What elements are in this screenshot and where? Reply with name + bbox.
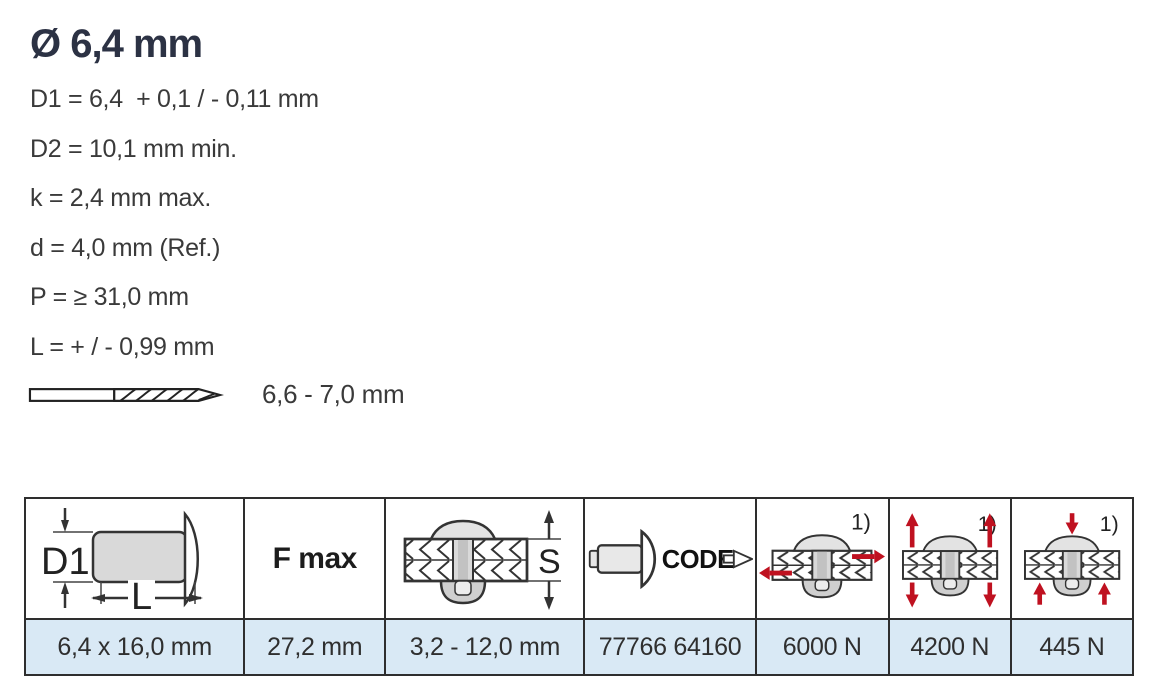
- spec-list: D1 = 6,4 + 0,1 / - 0,11 mm D2 = 10,1 mm …: [30, 84, 319, 362]
- part-code-cell: 77766 64160: [583, 618, 757, 676]
- shear-value-cell: 6000 N: [754, 618, 890, 676]
- part-code-header: CODE: [583, 497, 757, 620]
- table-header-row: D1 L F max: [23, 497, 1135, 620]
- spec-line-k: k = 2,4 mm max.: [30, 184, 211, 212]
- pull-through-header: 1): [1009, 497, 1135, 620]
- fmax-header: F max: [243, 497, 387, 620]
- grip-range-header: S: [384, 497, 586, 620]
- rivet-dimension-diagram-icon: D1 L: [41, 508, 203, 612]
- pull-through-value-cell: 445 N: [1009, 618, 1135, 676]
- page-title: Ø 6,4 mm: [30, 22, 203, 66]
- s-label: S: [538, 543, 561, 581]
- drill-size-label: 6,6 - 7,0 mm: [262, 379, 405, 409]
- fmax-label: F max: [272, 541, 358, 575]
- l-label: L: [131, 576, 152, 612]
- pull-through-diagram-icon: 1): [1023, 512, 1120, 605]
- code-label: CODE: [662, 546, 734, 574]
- footnote-marker: 1): [1100, 512, 1119, 536]
- tensile-value-cell: 4200 N: [887, 618, 1012, 676]
- rivet-dimension-header: D1 L: [23, 497, 246, 620]
- spec-line-d: d = 4,0 mm (Ref.): [30, 233, 221, 262]
- spec-line-d2: D2 = 10,1 mm min.: [30, 134, 237, 163]
- tensile-strength-diagram-icon: 1): [901, 512, 998, 608]
- table-data-row: 6,4 x 16,0 mm 27,2 mm 3,2 - 12,0 mm 7776…: [23, 618, 1135, 676]
- tensile-strength-header: 1): [887, 497, 1012, 620]
- grip-range-diagram-icon: S: [404, 509, 564, 610]
- shear-strength-header: 1): [754, 497, 890, 620]
- spec-line-l: L = + / - 0,99 mm: [30, 332, 215, 361]
- spec-line-p: P = ≥ 31,0 mm: [30, 283, 189, 311]
- rivet-size-cell: 6,4 x 16,0 mm: [23, 618, 246, 676]
- fmax-value-cell: 27,2 mm: [243, 618, 387, 676]
- shear-strength-diagram-icon: 1): [759, 509, 886, 599]
- code-rivet-diagram-icon: CODE: [588, 528, 754, 589]
- d1-label: D1: [41, 541, 90, 583]
- drill-bit-icon: [28, 387, 224, 402]
- spec-line-d1: D1 = 6,4 + 0,1 / - 0,11 mm: [30, 85, 319, 113]
- footnote-marker: 1): [851, 509, 871, 534]
- drill-size-row: 6,6 - 7,0 mm: [28, 379, 405, 410]
- spec-table: D1 L F max: [23, 497, 1135, 676]
- grip-range-value-cell: 3,2 - 12,0 mm: [384, 618, 586, 676]
